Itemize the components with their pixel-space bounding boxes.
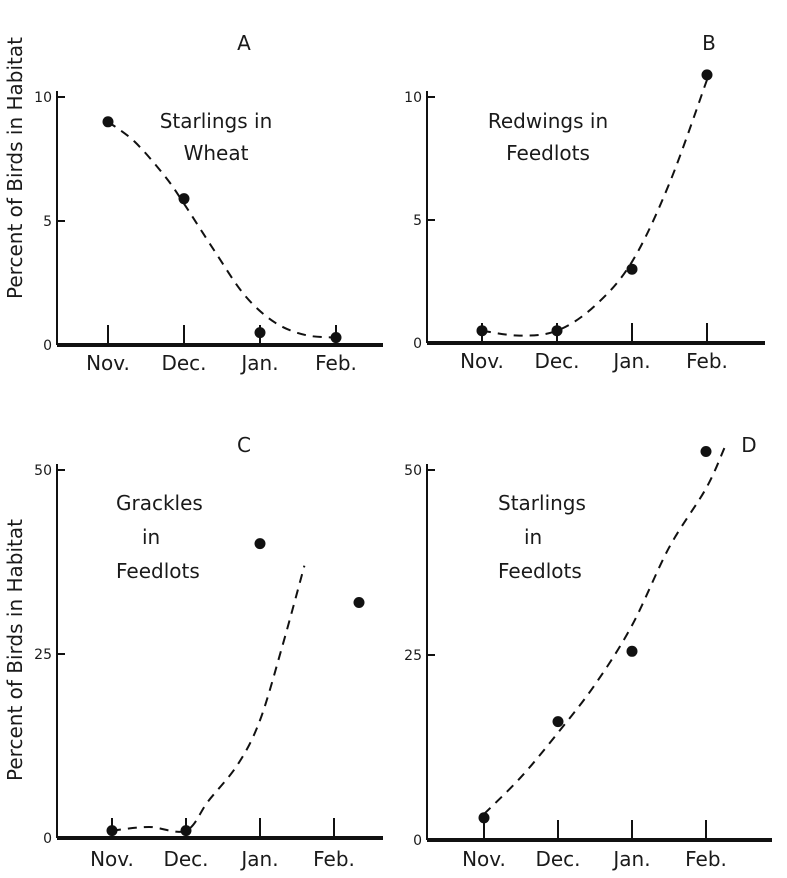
data-point bbox=[178, 193, 190, 205]
panel-letter: B bbox=[702, 31, 716, 55]
x-tick-label: Nov. bbox=[462, 847, 506, 871]
x-tick-label: Nov. bbox=[90, 847, 134, 871]
x-tick-label: Feb. bbox=[313, 847, 355, 871]
data-point bbox=[330, 332, 342, 344]
y-axis-label-bottom: Percent of Birds in Habitat bbox=[3, 519, 27, 781]
panel-A: 0 5 10 Nov. Dec. Jan. Feb. A Starlings in Wheat bbox=[34, 31, 383, 375]
panels: 0 5 10 Nov. Dec. Jan. Feb. A Starlings in Wheat 0 5… bbox=[34, 31, 772, 871]
data-point bbox=[254, 538, 266, 550]
panel-letter: D bbox=[741, 433, 756, 457]
y-tick-label: 5 bbox=[43, 214, 52, 230]
panel-annotation-line: in bbox=[142, 525, 160, 549]
data-point bbox=[551, 325, 563, 337]
data-point bbox=[701, 69, 713, 81]
panel-annotation-line: Grackles bbox=[116, 491, 203, 515]
data-point bbox=[626, 263, 638, 275]
y-tick-label: 50 bbox=[34, 463, 52, 479]
y-tick-label: 0 bbox=[413, 336, 422, 352]
y-tick-label: 0 bbox=[43, 338, 52, 354]
x-tick-label: Nov. bbox=[460, 349, 504, 373]
panel-annotation-line: Feedlots bbox=[498, 559, 582, 583]
data-point bbox=[353, 596, 365, 608]
panel-letter: A bbox=[237, 31, 251, 55]
x-tick-label: Jan. bbox=[611, 349, 650, 373]
data-point bbox=[478, 812, 490, 824]
data-point bbox=[476, 325, 488, 337]
panel-C: 0 25 50 Nov. Dec. Jan. Feb. C Grackles in Feedlots bbox=[34, 433, 383, 871]
x-tick-label: Feb. bbox=[685, 847, 727, 871]
y-tick-label: 5 bbox=[413, 213, 422, 229]
fitted-curve bbox=[107, 120, 337, 339]
panel-annotation-line: Feedlots bbox=[116, 559, 200, 583]
fitted-curve bbox=[111, 565, 306, 833]
data-point bbox=[626, 645, 638, 657]
x-tick-label: Dec. bbox=[535, 847, 580, 871]
y-tick-label: 10 bbox=[404, 90, 422, 106]
data-point bbox=[254, 327, 266, 339]
panel-annotation-line: Redwings in bbox=[488, 109, 608, 133]
y-tick-label: 25 bbox=[34, 647, 52, 663]
x-tick-label: Dec. bbox=[534, 349, 579, 373]
y-tick-label: 10 bbox=[34, 90, 52, 106]
y-tick-label: 25 bbox=[404, 648, 422, 664]
x-tick-label: Dec. bbox=[161, 351, 206, 375]
data-point bbox=[106, 825, 118, 837]
data-point bbox=[552, 716, 564, 728]
panel-annotation-line: Starlings in bbox=[160, 109, 273, 133]
panel-annotation-line: Wheat bbox=[184, 141, 249, 165]
panel-B: 0 5 10 Nov. Dec. Jan. Feb. B Redwings in Feedlots bbox=[404, 31, 765, 373]
x-tick-label: Feb. bbox=[686, 349, 728, 373]
y-tick-label: 50 bbox=[404, 463, 422, 479]
fitted-curve bbox=[481, 79, 708, 337]
data-point bbox=[102, 116, 114, 128]
y-tick-label: 0 bbox=[413, 833, 422, 849]
y-axis-label-top: Percent of Birds in Habitat bbox=[3, 37, 27, 299]
y-tick-label: 0 bbox=[43, 831, 52, 847]
panel-annotation-line: in bbox=[524, 525, 542, 549]
x-tick-label: Jan. bbox=[239, 847, 278, 871]
data-point bbox=[180, 825, 192, 837]
data-point bbox=[700, 446, 712, 457]
x-tick-label: Feb. bbox=[315, 351, 357, 375]
x-tick-label: Jan. bbox=[239, 351, 278, 375]
fitted-curve bbox=[483, 447, 726, 815]
panel-D: 0 25 50 Nov. Dec. Jan. Feb. D Starlings in Feedlot… bbox=[404, 433, 772, 871]
panel-annotation-line: Starlings bbox=[498, 491, 586, 515]
x-tick-label: Dec. bbox=[163, 847, 208, 871]
x-tick-label: Nov. bbox=[86, 351, 130, 375]
x-tick-label: Jan. bbox=[611, 847, 650, 871]
panel-annotation-line: Feedlots bbox=[506, 141, 590, 165]
panel-letter: C bbox=[237, 433, 251, 457]
